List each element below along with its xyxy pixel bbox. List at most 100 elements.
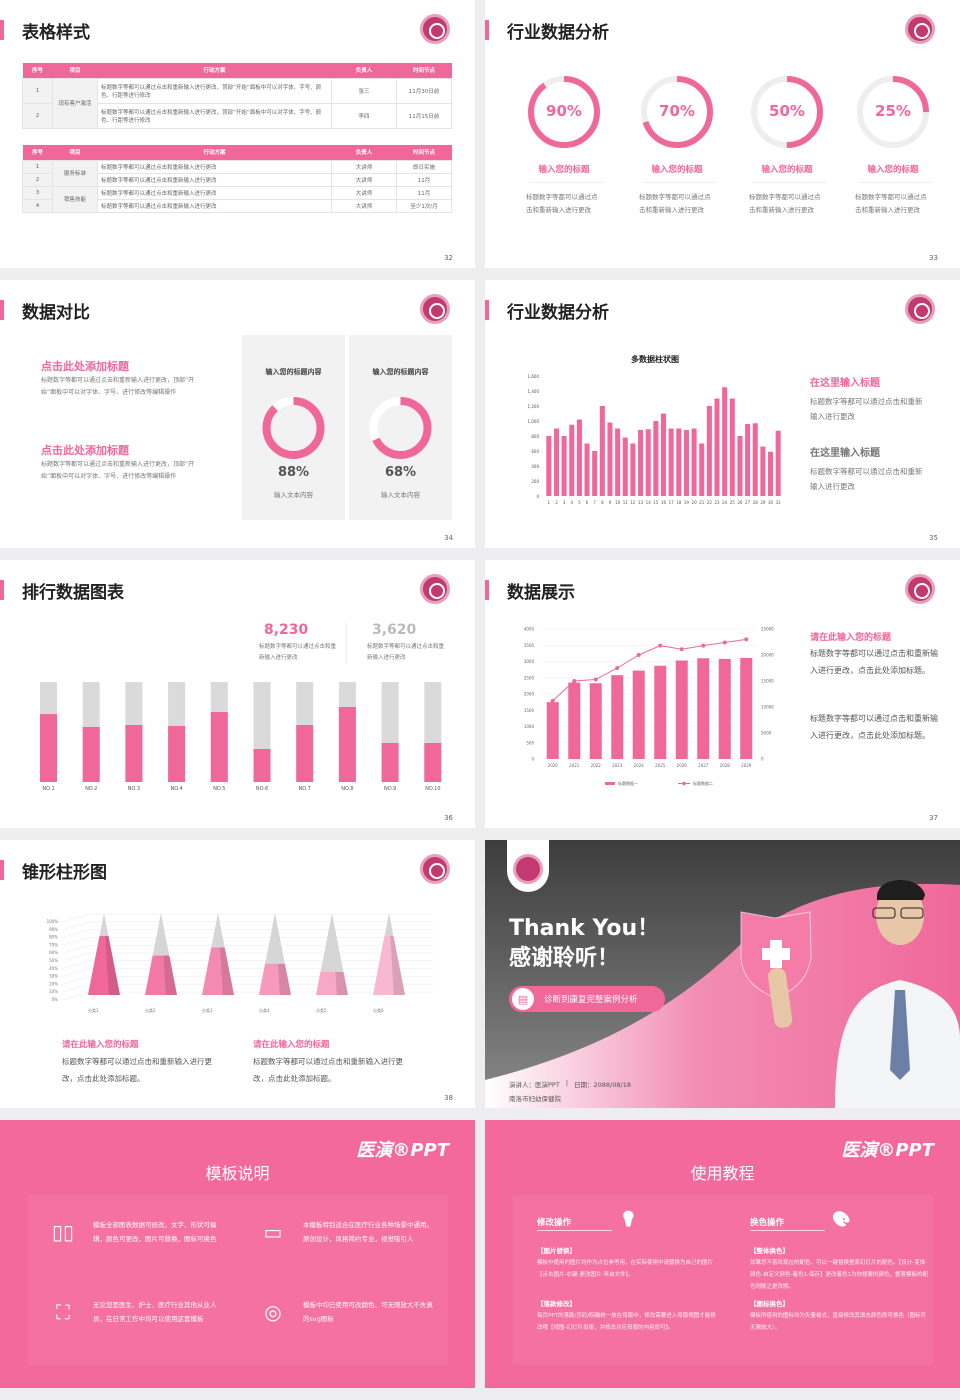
- card-heading: 输入您的标题内容: [265, 368, 322, 376]
- x-tick-label: 17: [669, 500, 675, 505]
- y-tick-label: 1000: [524, 724, 535, 729]
- line-point: [636, 653, 641, 657]
- x-tick-label: NO.9: [384, 786, 396, 792]
- y-tick-label: 60%: [49, 950, 58, 955]
- column-header: 序号: [22, 145, 53, 160]
- chart-title: 多数据柱状图: [631, 355, 679, 364]
- column-header: 项目: [52, 63, 98, 78]
- cell-plan: 标题数字等都可以通过点击和重新输入进行更改，顶部“开始”面板中可以对字体、字号、…: [97, 77, 332, 104]
- bar: [615, 428, 621, 496]
- pyramid-bar: [202, 947, 234, 995]
- progress-ring: [857, 76, 929, 148]
- page-number: 37: [929, 814, 938, 822]
- cell-no: 1: [22, 159, 53, 174]
- x-tick-label: 分类2: [145, 1007, 156, 1013]
- cell-time: 11月30日前: [396, 77, 452, 104]
- slide-39-thank-you[interactable]: Thank You！ 感谢聆听！ ▤ 诊断到康复完整案例分析 演讲人：医演PPT…: [485, 840, 960, 1108]
- bar: [676, 428, 682, 496]
- slide-title: 锥形柱形图: [22, 863, 107, 883]
- bar: [630, 443, 636, 496]
- x-tick-label: 2029: [741, 763, 752, 768]
- item-text: 标题数字等都可以通过点击和重新输入进行更改: [639, 193, 711, 214]
- x-tick-label: NO.3: [128, 786, 140, 792]
- slide-36[interactable]: 排行数据图表 8,230 标题数字等都可以通过点击和重新输入进行更改 3,620…: [0, 560, 475, 828]
- cell-plan: 标题数字等都可以通过点击和重新输入进行更改: [97, 159, 332, 174]
- cell-no: 3: [22, 185, 53, 200]
- slide-32[interactable]: 表格样式 序号 项目 行动方案 负责人 时间节点 1 现有客户激活 标题数字等都可以通过点击和…: [0, 0, 475, 268]
- slide-40-template-notes[interactable]: 医演®PPT 模板说明 ▯▯ 模板全部图表数据可修改，文字、形状可编辑，颜色可更改…: [0, 1120, 475, 1388]
- slide-41-tutorial[interactable]: 医演®PPT 使用教程 修改操作 💡 【图片替换】 模板中使用的图片均作为占位参考用，…: [485, 1120, 960, 1388]
- cell-plan: 标题数字等都可以通过点击和重新输入进行更改: [97, 185, 332, 200]
- slide-35[interactable]: 行业数据分析 多数据柱状图 0 200 400 600 800 1,000 1,200 1,4…: [485, 280, 960, 548]
- bar: [714, 398, 720, 496]
- bar: [653, 421, 659, 496]
- bar: [718, 658, 731, 759]
- cell-time: 11月: [396, 185, 452, 200]
- slide-33[interactable]: 行业数据分析 90% 输入您的标题 标题数字等都可以通过点击和重新输入进行更改 70%…: [485, 0, 960, 268]
- bar: [775, 430, 781, 496]
- stat-text: 标题数字等都可以通过点击和重新输入进行更改: [367, 644, 445, 661]
- y-tick-label: 40%: [49, 966, 58, 971]
- x-tick-label: 20: [692, 500, 698, 505]
- column-header: 负责人: [331, 63, 397, 78]
- column-header: 时间节点: [396, 63, 452, 78]
- cell-time: 即日实施: [396, 159, 452, 174]
- bar: [668, 428, 674, 496]
- column-header: 行动方案: [97, 63, 332, 78]
- y-tick-label: 50%: [49, 958, 58, 963]
- line-point: [615, 666, 620, 670]
- bar: [697, 658, 710, 759]
- bar: [607, 422, 613, 496]
- block-text: 标题数字等都可以通过点击和重新输入进行更改，顶部“开始”面板中可以对字体、字号、…: [41, 461, 195, 480]
- underline: [537, 1230, 612, 1231]
- x-tick-label: NO.1: [42, 786, 54, 792]
- accent-bar: [0, 580, 4, 600]
- y-tick-label: 1,200: [528, 404, 540, 409]
- x-tick-label: 分类4: [259, 1007, 270, 1013]
- x-tick-label: NO.5: [213, 786, 225, 792]
- card-caption: 输入文本内容: [381, 491, 420, 499]
- pyramid-bar: [316, 972, 348, 995]
- bar: [638, 430, 644, 496]
- section-title: 【图片替换】: [537, 1247, 576, 1255]
- case-analysis-button[interactable]: ▤ 诊断到康复完整案例分析: [509, 986, 665, 1012]
- y-tick-label: 0: [531, 757, 534, 762]
- underline: [750, 1230, 825, 1231]
- bar: [553, 428, 559, 496]
- slide-title: 数据展示: [507, 583, 575, 603]
- x-tick-label: 2021: [569, 763, 580, 768]
- divider: [529, 182, 604, 183]
- lightbulb-icon: 💡: [619, 1210, 638, 1228]
- y-tick-label: 0: [536, 494, 539, 499]
- header-row: 序号 项目 行动方案 负责人 时间节点: [22, 145, 452, 160]
- cell-owner: 张三: [331, 77, 397, 104]
- x-tick-label: 27: [745, 500, 751, 505]
- page-number: 35: [929, 534, 938, 542]
- hospital-logo-icon: [513, 854, 543, 884]
- brand-logo: 医演®PPT: [356, 1140, 449, 1161]
- ring-progress: [262, 397, 325, 459]
- bar: [683, 430, 689, 496]
- bar: [611, 675, 624, 759]
- bar: [381, 743, 399, 782]
- bar: [546, 702, 559, 759]
- y-tick-label: 2500: [524, 675, 535, 680]
- slide-37[interactable]: 数据展示 0 500 1000 1500 2000 2500 3000 3500 4000 0 50…: [485, 560, 960, 828]
- x-tick-label: 11: [623, 500, 629, 505]
- y-tick-label: 4000: [524, 627, 535, 632]
- y-tick-label: 400: [531, 464, 539, 469]
- slide-34[interactable]: 数据对比 点击此处添加标题 标题数字等都可以通过点击和重新输入进行更改，顶部“开…: [0, 280, 475, 548]
- stat-value: 3,620: [372, 622, 417, 638]
- progress-ring: [751, 76, 823, 148]
- column-heading: 换色操作: [750, 1218, 785, 1228]
- x-tick-label: NO.8: [341, 786, 353, 792]
- cell-owner: 大讲师: [331, 159, 397, 174]
- side-text: 标题数字等都可以通过点击和重新输入进行更改，点击此处添加标题。: [810, 649, 938, 675]
- side-heading: 在这里输入标题: [810, 448, 880, 459]
- ranking-bar-chart: NO.1 NO.2 NO.3 NO.4 NO.5 NO.6 NO.7 NO.8 NO.9 NO.1…: [40, 682, 442, 792]
- presenter-info: 演讲人：医演PPT | 日期：2088/08/18: [509, 1079, 631, 1089]
- side-text: 标题数字等都可以通过点击和重新输入进行更改: [810, 397, 923, 421]
- slide-38[interactable]: 锥形柱形图 0% 10% 20% 30% 40% 50% 60% 70% 80% 90% 100% 分…: [0, 840, 475, 1108]
- donut-chart: [369, 397, 432, 459]
- column-heading: 修改操作: [537, 1218, 572, 1228]
